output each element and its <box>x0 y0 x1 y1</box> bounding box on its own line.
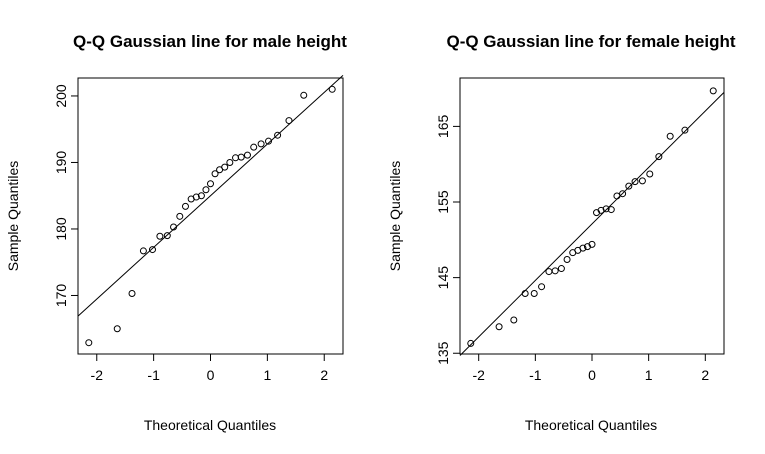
y-axis-ticks: 135 145 155 165 <box>435 115 460 365</box>
y-tick-label: 190 <box>53 151 69 175</box>
data-point <box>631 178 639 186</box>
data-point <box>579 244 587 252</box>
data-point <box>646 170 654 178</box>
female-height-qq-panel: Q-Q Gaussian line for female height Theo… <box>387 32 736 433</box>
data-point <box>530 290 538 298</box>
data-point <box>197 192 205 200</box>
data-point <box>221 163 229 171</box>
data-point <box>237 153 245 161</box>
data-point <box>625 182 633 190</box>
y-tick-label: 135 <box>435 341 451 365</box>
reference-line <box>459 92 725 356</box>
data-point <box>192 193 200 201</box>
reference-line-group <box>77 74 344 317</box>
data-point <box>139 247 147 255</box>
data-point <box>285 117 293 125</box>
y-tick-label: 165 <box>435 115 451 139</box>
data-point <box>163 232 171 240</box>
data-point <box>588 240 596 248</box>
data-point <box>265 137 273 145</box>
sample-points <box>467 87 717 347</box>
y-axis-ticks: 170 180 190 200 <box>53 84 78 307</box>
data-point <box>666 132 674 140</box>
y-axis-label: Sample Quantiles <box>387 161 403 272</box>
x-tick-label: -2 <box>91 367 104 383</box>
data-point <box>207 180 214 188</box>
data-point <box>551 267 559 275</box>
y-axis-label: Sample Quantiles <box>5 161 21 272</box>
x-tick-label: -1 <box>147 367 160 383</box>
plot-frame <box>459 77 725 355</box>
data-point <box>328 85 336 93</box>
x-axis-label: Theoretical Quantiles <box>525 417 657 433</box>
data-point <box>202 186 210 194</box>
plot-frame <box>77 77 344 355</box>
data-point <box>521 290 529 298</box>
data-point <box>545 268 553 276</box>
x-tick-label: 2 <box>701 367 709 383</box>
data-point <box>211 170 219 178</box>
data-point <box>510 316 518 324</box>
data-point <box>467 339 475 347</box>
data-point <box>638 177 646 185</box>
data-point <box>128 289 136 297</box>
data-point <box>557 265 565 273</box>
data-point <box>243 151 251 159</box>
x-tick-label: 1 <box>645 367 653 383</box>
data-point <box>170 223 178 231</box>
x-axis-ticks: -2 -1 0 1 2 <box>91 354 328 383</box>
data-point <box>156 232 164 240</box>
data-point <box>495 323 503 331</box>
data-point <box>655 153 663 161</box>
data-point <box>176 212 184 220</box>
y-tick-label: 180 <box>53 217 69 241</box>
data-point <box>300 91 308 99</box>
data-point <box>613 192 621 200</box>
data-point <box>681 126 689 134</box>
data-point <box>226 158 234 166</box>
x-tick-label: 0 <box>588 367 596 383</box>
data-point <box>85 339 93 347</box>
chart-title: Q-Q Gaussian line for female height <box>446 32 735 51</box>
data-point <box>148 246 156 254</box>
data-point <box>181 202 189 210</box>
reference-line-group <box>459 92 725 356</box>
male-height-qq-panel: Q-Q Gaussian line for male height Theore… <box>5 32 347 433</box>
data-point <box>274 131 282 139</box>
data-point <box>257 140 265 148</box>
data-point <box>602 205 610 213</box>
x-axis-label: Theoretical Quantiles <box>144 417 276 433</box>
data-point <box>250 143 258 151</box>
data-point <box>619 190 627 198</box>
data-point <box>538 283 546 291</box>
x-tick-label: 1 <box>263 367 271 383</box>
x-tick-label: -1 <box>529 367 542 383</box>
x-tick-label: 2 <box>320 367 328 383</box>
data-point <box>232 154 240 162</box>
reference-line <box>77 74 344 317</box>
x-tick-label: -2 <box>472 367 485 383</box>
x-tick-label: 0 <box>207 367 215 383</box>
y-tick-label: 145 <box>435 266 451 290</box>
chart-title: Q-Q Gaussian line for male height <box>73 32 347 51</box>
data-point <box>113 325 121 333</box>
data-point <box>709 87 717 95</box>
y-tick-label: 200 <box>53 84 69 108</box>
data-point <box>597 206 605 214</box>
sample-points <box>85 85 336 347</box>
data-point <box>563 255 571 263</box>
y-tick-label: 155 <box>435 190 451 214</box>
x-axis-ticks: -2 -1 0 1 2 <box>472 354 709 383</box>
y-tick-label: 170 <box>53 284 69 308</box>
data-point <box>607 206 615 214</box>
